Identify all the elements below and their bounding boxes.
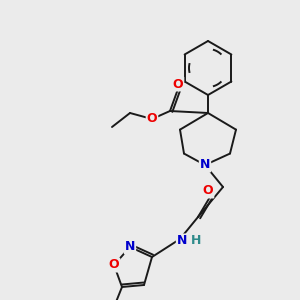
Text: N: N (200, 158, 210, 172)
Text: H: H (191, 235, 201, 248)
Text: O: O (173, 77, 183, 91)
Text: O: O (109, 259, 119, 272)
Text: O: O (147, 112, 157, 125)
Text: N: N (125, 241, 135, 254)
Text: O: O (203, 184, 213, 197)
Text: N: N (177, 235, 187, 248)
